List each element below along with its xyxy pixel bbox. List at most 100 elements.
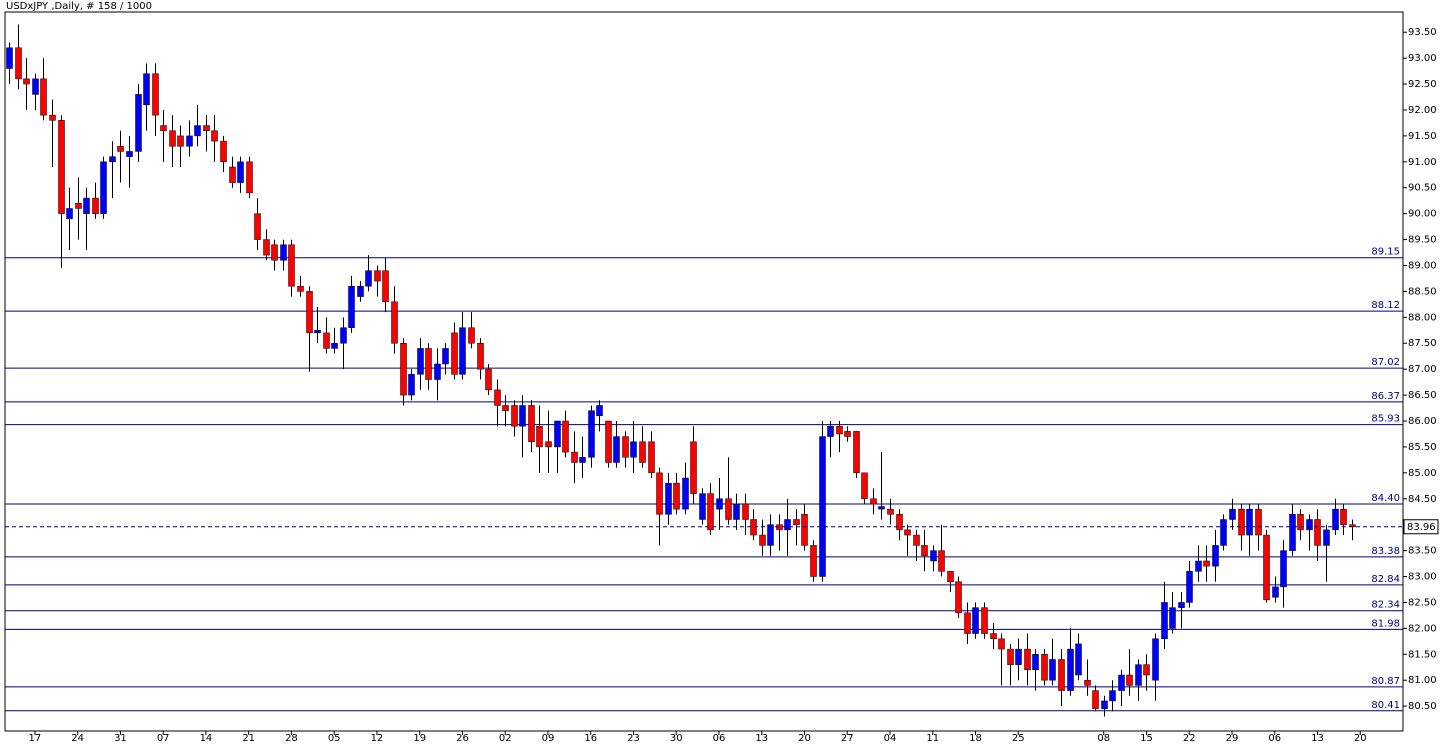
- candle-body: [750, 519, 757, 536]
- candle-body: [408, 374, 415, 396]
- candle-body: [1075, 643, 1082, 676]
- candle-body: [1143, 664, 1150, 676]
- candle-body: [100, 161, 107, 214]
- candle-body: [938, 550, 945, 572]
- candle-body: [1297, 514, 1304, 531]
- x-tick-label: 06: [1268, 733, 1281, 744]
- level-label: 85.93: [1371, 414, 1400, 425]
- x-tick-label: 06: [713, 733, 726, 744]
- x-tick-label: 16: [584, 733, 597, 744]
- candle-body: [1058, 659, 1065, 691]
- x-tick-label: 21: [242, 733, 255, 744]
- x-tick-label: 19: [413, 733, 426, 744]
- candle-body: [904, 529, 911, 536]
- candle-body: [229, 166, 236, 183]
- candle-body: [400, 342, 407, 396]
- x-tick-label: 12: [371, 733, 384, 744]
- candle-body: [1255, 508, 1262, 536]
- candle-body: [998, 638, 1005, 650]
- level-label: 87.02: [1371, 357, 1400, 368]
- y-tick-label: 84.50: [1408, 494, 1437, 505]
- candle-body: [1015, 648, 1022, 665]
- candle-body: [92, 197, 99, 214]
- x-tick-label: 17: [29, 733, 42, 744]
- candle-body: [23, 78, 30, 85]
- candle-body: [83, 197, 90, 214]
- candle-body: [58, 120, 65, 214]
- candle-body: [519, 405, 526, 427]
- candle-body: [391, 301, 398, 344]
- candle-body: [1306, 519, 1313, 531]
- x-tick-label: 20: [798, 733, 811, 744]
- y-tick-label: 82.00: [1408, 623, 1437, 634]
- level-label: 80.41: [1371, 700, 1400, 711]
- candle-body: [246, 161, 253, 194]
- candle-body: [596, 405, 603, 417]
- candle-body: [784, 519, 791, 531]
- candle-body: [853, 431, 860, 474]
- candle-body: [66, 208, 73, 220]
- candle-body: [1186, 571, 1193, 603]
- candle-body: [263, 239, 270, 256]
- candle-body: [673, 482, 680, 510]
- candle-body: [930, 550, 937, 562]
- candle-body: [605, 420, 612, 463]
- y-tick-label: 91.00: [1408, 157, 1437, 168]
- candle-body: [314, 330, 321, 334]
- y-tick-label: 86.00: [1408, 416, 1437, 427]
- candle-body: [1135, 664, 1142, 686]
- y-tick-label: 87.00: [1408, 364, 1437, 375]
- candle-body: [477, 342, 484, 370]
- candle-body: [374, 270, 381, 282]
- y-tick-label: 81.50: [1408, 649, 1437, 660]
- candle-body: [1246, 508, 1253, 536]
- candle-body: [1067, 648, 1074, 691]
- candle-body: [152, 73, 159, 116]
- candle-body: [955, 581, 962, 614]
- candle-body: [878, 506, 885, 510]
- y-tick-label: 90.50: [1408, 183, 1437, 194]
- x-tick-label: 18: [969, 733, 982, 744]
- candle-body: [306, 291, 313, 334]
- level-label: 83.38: [1371, 546, 1400, 557]
- candle-body: [271, 244, 278, 261]
- candle-body: [459, 327, 466, 375]
- candle-body: [442, 348, 449, 365]
- candle-body: [485, 368, 492, 391]
- candle-body: [1263, 534, 1270, 601]
- candle-body: [511, 405, 518, 427]
- candle-body: [323, 332, 330, 349]
- candle-body: [1314, 519, 1321, 546]
- candle-body: [357, 285, 364, 297]
- candle-body: [1109, 690, 1116, 702]
- candle-body: [921, 545, 928, 557]
- y-tick-label: 92.50: [1408, 79, 1437, 90]
- x-tick-label: 30: [670, 733, 683, 744]
- candle-body: [451, 332, 458, 375]
- candle-body: [554, 420, 561, 448]
- candle-body: [340, 327, 347, 344]
- candle-body: [1323, 529, 1330, 546]
- candle-body: [75, 203, 82, 209]
- y-tick-label: 89.50: [1408, 235, 1437, 246]
- candle-body: [1152, 638, 1159, 681]
- candle-body: [622, 436, 629, 458]
- candle-body: [1340, 508, 1347, 525]
- x-tick-label: 15: [1140, 733, 1153, 744]
- level-label: 82.84: [1371, 574, 1400, 585]
- candle-body: [32, 78, 39, 95]
- candle-body: [177, 135, 184, 147]
- candle-body: [1118, 674, 1125, 691]
- candle-body: [819, 436, 826, 577]
- candle-body: [887, 508, 894, 515]
- candle-body: [1049, 659, 1056, 681]
- x-tick-label: 13: [755, 733, 768, 744]
- candle-body: [990, 633, 997, 639]
- candle-body: [1041, 654, 1048, 681]
- candle-body: [725, 498, 732, 520]
- candle-body: [203, 125, 210, 131]
- x-tick-label: 22: [1183, 733, 1196, 744]
- x-tick-label: 26: [456, 733, 469, 744]
- candle-body: [502, 405, 509, 411]
- candle-body: [579, 457, 586, 463]
